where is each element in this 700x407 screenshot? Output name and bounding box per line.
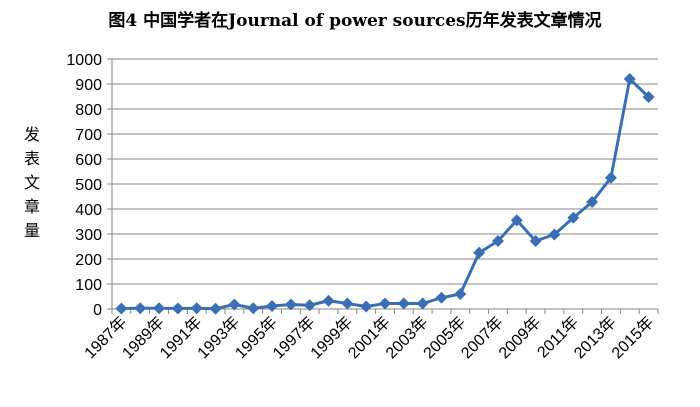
y-tick-label: 200 (75, 252, 102, 269)
data-point-marker (303, 299, 316, 312)
data-point-marker (284, 298, 297, 311)
y-tick-label: 300 (75, 227, 102, 244)
y-tick-label: 700 (75, 127, 102, 144)
series-line (121, 77, 650, 311)
data-point-marker (247, 302, 260, 315)
data-point-marker (379, 297, 391, 310)
data-point-marker (115, 302, 128, 315)
data-point-marker (623, 73, 636, 85)
data-point-marker (171, 302, 184, 315)
chart-title: 图4 中国学者在Journal of power sources历年发表文章情况 (108, 10, 601, 31)
data-series (115, 73, 655, 315)
y-tick-label: 800 (75, 102, 102, 119)
y-tick-label: 500 (75, 177, 102, 194)
y-tick-label: 600 (75, 152, 102, 169)
data-point-marker (473, 246, 486, 259)
y-tick-label: 1000 (66, 52, 102, 69)
data-point-marker (642, 91, 655, 103)
data-point-marker (228, 298, 241, 311)
x-tick-label: 2009年 (495, 313, 544, 362)
data-point-marker (454, 288, 467, 300)
y-tick-label: 400 (75, 202, 102, 219)
y-axis-label-char: 表 (24, 149, 40, 168)
x-tick-label: 2015年 (608, 313, 657, 362)
y-axis-label-char: 发 (24, 125, 40, 144)
data-point-marker (435, 291, 448, 304)
y-tick-label: 900 (75, 77, 102, 94)
y-axis-label-char: 章 (24, 197, 40, 216)
data-point-marker (491, 235, 504, 247)
data-point-marker (397, 297, 410, 310)
y-axis: 0 100 200 300 400 500 600 700 800 900 1000 (66, 52, 113, 319)
y-axis-label-char: 量 (24, 221, 40, 240)
data-point-marker (416, 297, 429, 310)
data-point-marker (134, 302, 147, 315)
y-tick-label: 100 (75, 277, 102, 294)
data-point-marker (604, 171, 617, 184)
y-axis-label-char: 文 (24, 173, 40, 192)
data-point-marker (548, 228, 561, 241)
data-point-marker (586, 196, 599, 208)
data-point-marker (567, 211, 580, 224)
data-point-marker (322, 294, 335, 307)
data-point-marker (341, 297, 354, 310)
data-point-marker (266, 300, 279, 312)
gridlines (112, 58, 658, 285)
data-point-marker (209, 302, 222, 315)
data-point-marker (153, 302, 166, 315)
data-point-marker (190, 302, 203, 315)
data-point-marker (529, 235, 542, 247)
y-tick-label: 0 (93, 302, 102, 319)
data-point-marker (360, 300, 373, 313)
data-point-marker (510, 214, 523, 227)
x-axis: 1987年1989年1991年1993年1995年1997年1999年2001年… (81, 308, 659, 362)
